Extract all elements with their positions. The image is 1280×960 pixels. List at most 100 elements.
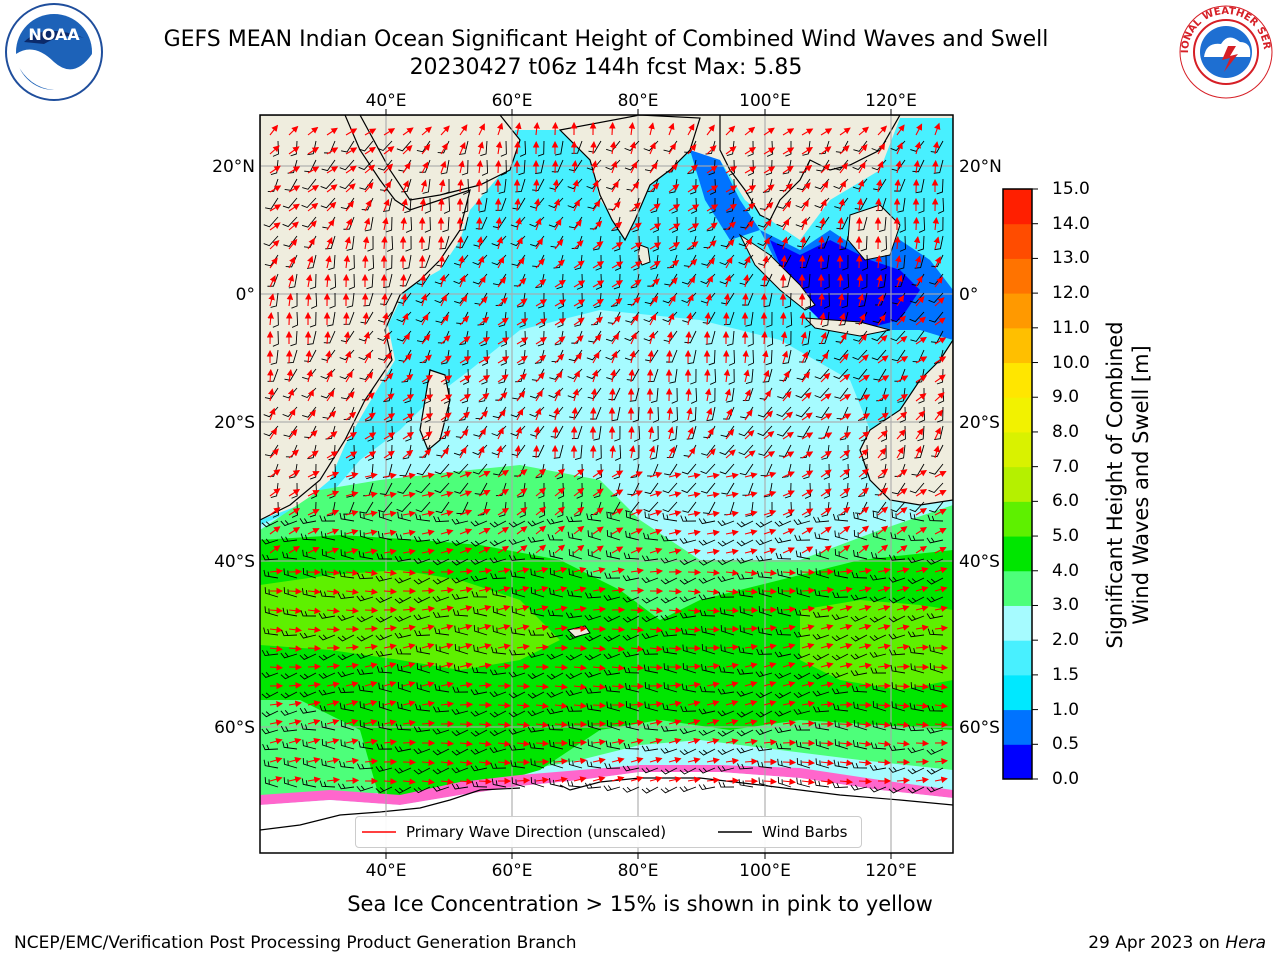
wave-direction-arrow	[345, 431, 358, 440]
wind-barb	[632, 216, 640, 233]
wave-direction-arrow	[535, 237, 543, 250]
wave-direction-arrow	[762, 350, 769, 364]
wave-direction-arrow	[896, 336, 908, 345]
wave-direction-arrow	[592, 316, 604, 326]
wind-barb	[871, 349, 887, 361]
wind-barb	[307, 140, 317, 156]
wind-barb	[586, 159, 602, 171]
wind-barb	[836, 216, 849, 230]
wave-direction-arrow	[706, 185, 719, 193]
wind-barb	[726, 387, 735, 403]
lat-label-right-40s: 40°S	[959, 552, 1000, 572]
wave-direction-arrow	[533, 121, 540, 136]
wave-direction-arrow	[573, 625, 588, 632]
wind-barb	[574, 254, 583, 270]
colorbar-swatch	[1003, 397, 1032, 433]
wave-direction-arrow	[402, 145, 413, 155]
wave-direction-arrow	[877, 294, 884, 307]
wind-barb	[633, 254, 640, 271]
wave-direction-arrow	[668, 241, 681, 250]
wave-direction-arrow	[458, 160, 465, 174]
wind-barb	[424, 197, 431, 214]
wave-direction-arrow	[400, 293, 408, 307]
wave-direction-arrow	[763, 201, 774, 212]
wave-direction-arrow	[383, 181, 392, 193]
legend-wind-label: Wind Barbs	[762, 823, 848, 841]
map-title-line2: 20230427 t06z 144h fcst Max: 5.85	[409, 55, 803, 80]
wind-barb	[282, 197, 298, 209]
wind-barb	[799, 159, 811, 173]
wave-direction-arrow	[497, 702, 512, 709]
lon-label-bottom-40e: 40°E	[366, 861, 407, 881]
wind-barb	[670, 235, 678, 252]
wave-direction-arrow	[440, 160, 447, 174]
lat-label-left-40s: 40°S	[214, 552, 255, 572]
wind-barb	[915, 178, 925, 194]
wave-direction-arrow	[725, 256, 733, 269]
wind-barb	[328, 444, 336, 461]
wave-direction-arrow	[781, 236, 789, 250]
wind-barb	[554, 330, 564, 346]
wave-direction-arrow	[459, 356, 472, 364]
wave-direction-arrow	[554, 279, 566, 288]
wind-barb	[306, 254, 317, 269]
wave-direction-arrow	[838, 198, 845, 212]
wave-direction-arrow	[478, 778, 493, 785]
wave-direction-arrow	[687, 123, 695, 136]
wind-barb	[510, 216, 526, 228]
wind-barb	[652, 235, 659, 252]
wave-direction-arrow	[723, 293, 731, 307]
wind-barb	[814, 387, 830, 399]
wind-barb	[833, 368, 849, 380]
wind-barb	[763, 292, 773, 308]
wave-direction-arrow	[495, 217, 503, 231]
map-title-line1: GEFS MEAN Indian Ocean Significant Heigh…	[163, 27, 1049, 52]
wind-barb	[360, 311, 374, 324]
wave-direction-arrow	[516, 257, 525, 269]
wave-direction-arrow	[763, 410, 774, 421]
wave-direction-arrow	[591, 369, 599, 383]
wave-direction-arrow	[933, 236, 940, 250]
wind-barb	[329, 273, 337, 290]
wave-direction-arrow	[497, 356, 510, 364]
wave-direction-arrow	[915, 336, 927, 345]
lon-label-bottom-60e: 60°E	[492, 861, 533, 881]
wind-barb	[329, 292, 336, 309]
wave-direction-arrow	[269, 185, 282, 193]
wave-direction-arrow	[288, 203, 300, 212]
wind-barb	[671, 387, 678, 404]
wave-direction-arrow	[666, 349, 673, 364]
wind-barb	[478, 197, 488, 213]
wave-direction-arrow	[288, 166, 301, 174]
wave-direction-arrow	[476, 216, 483, 231]
wave-direction-arrow	[533, 444, 540, 459]
wave-direction-arrow	[894, 178, 901, 193]
wind-barb	[574, 311, 583, 327]
wind-barb	[364, 216, 374, 232]
wind-barb	[608, 387, 621, 401]
wind-barb	[284, 178, 298, 191]
wave-direction-arrow	[782, 758, 797, 766]
wave-direction-arrow	[855, 216, 863, 231]
wind-barb	[595, 254, 602, 271]
wind-barb	[937, 216, 944, 233]
wind-barb	[480, 140, 488, 157]
wave-direction-arrow	[857, 179, 865, 193]
wave-direction-arrow	[269, 257, 278, 269]
wave-direction-arrow	[780, 331, 788, 345]
wind-barb	[861, 273, 868, 290]
wave-direction-arrow	[438, 197, 445, 212]
wave-direction-arrow	[288, 238, 298, 250]
wave-direction-arrow	[687, 241, 699, 250]
footer-date-text: 29 Apr 2023 on	[1088, 933, 1220, 953]
wave-direction-arrow	[706, 407, 713, 421]
wave-direction-arrow	[554, 299, 567, 307]
wind-barb	[823, 273, 830, 290]
wind-barb	[434, 273, 450, 285]
wind-barb	[405, 425, 412, 442]
wind-barb	[871, 330, 887, 342]
wave-direction-arrow	[801, 351, 808, 364]
wave-direction-arrow	[459, 124, 468, 136]
wave-direction-arrow	[382, 217, 389, 231]
wave-direction-arrow	[364, 351, 371, 364]
